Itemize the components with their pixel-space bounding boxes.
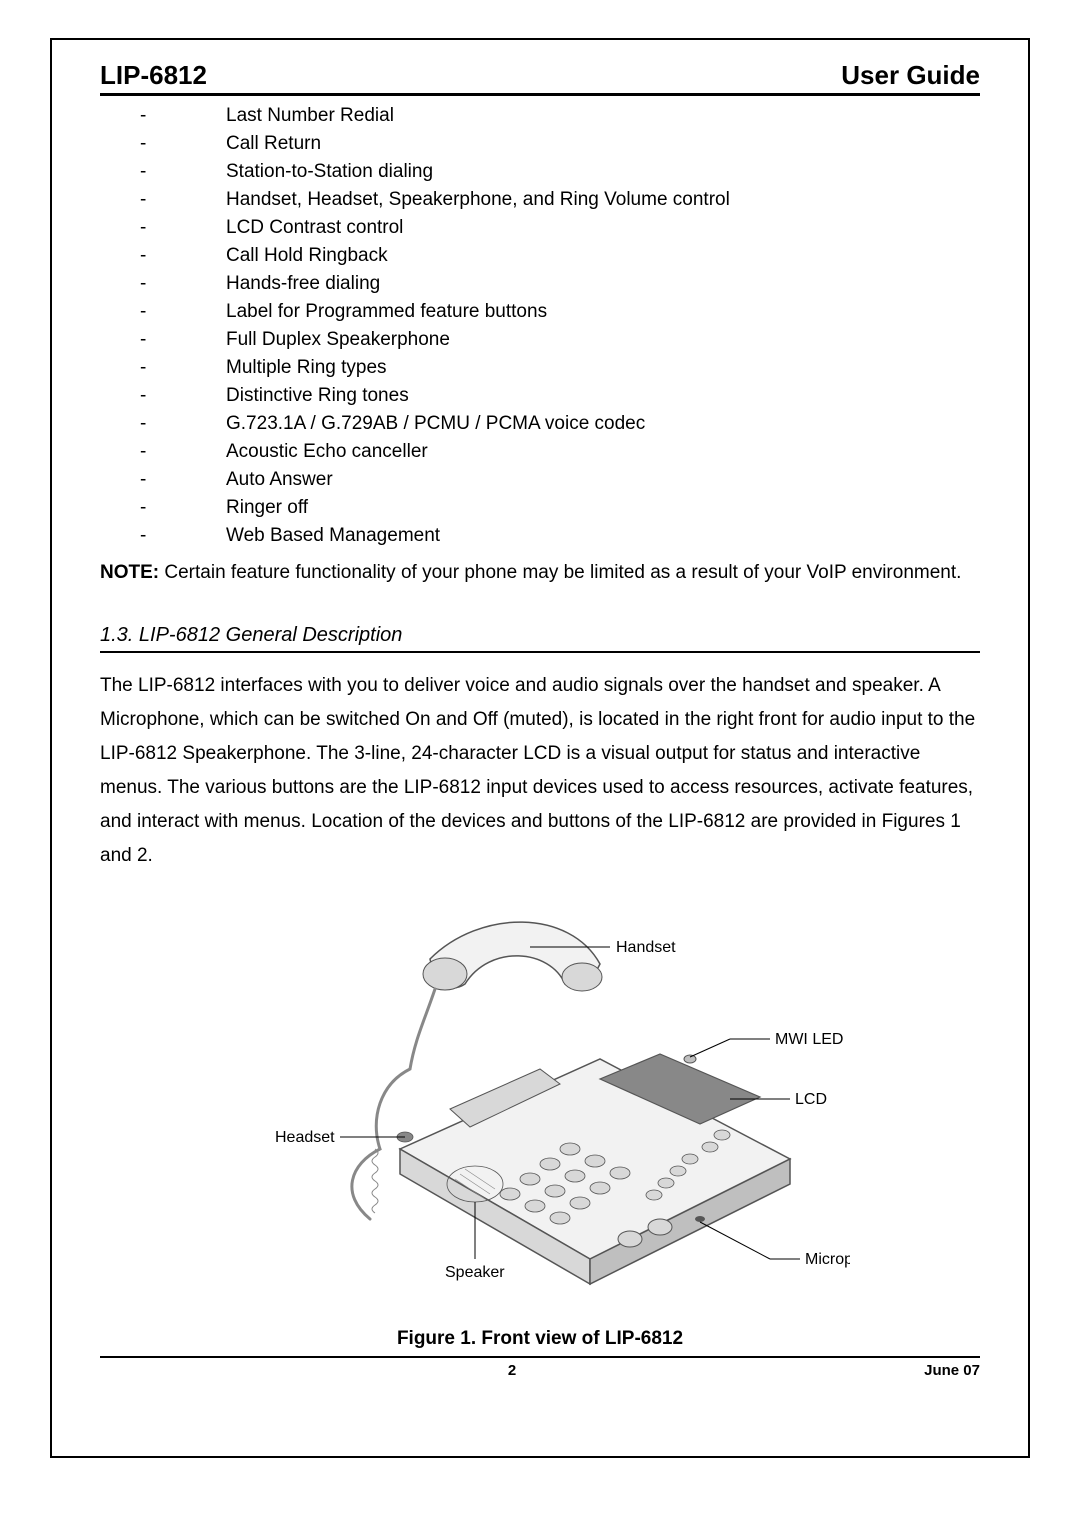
feature-text: Full Duplex Speakerphone: [226, 326, 450, 354]
feature-text: Auto Answer: [226, 466, 333, 494]
figure-wrap: Handset MWI LED LCD Headset Speaker Micr…: [100, 889, 980, 1314]
feature-text: Distinctive Ring tones: [226, 382, 409, 410]
feature-item: -LCD Contrast control: [140, 214, 980, 242]
feature-text: Handset, Headset, Speakerphone, and Ring…: [226, 186, 730, 214]
page-number: 2: [100, 1362, 924, 1379]
section-paragraph: The LIP-6812 interfaces with you to deli…: [100, 669, 980, 873]
feature-item: -Station-to-Station dialing: [140, 158, 980, 186]
callout-handset: Handset: [616, 939, 676, 956]
note-text: Certain feature functionality of your ph…: [159, 562, 961, 583]
callout-microphone: Microphone: [805, 1251, 850, 1268]
feature-item: -Ringer off: [140, 494, 980, 522]
feature-item: -Auto Answer: [140, 466, 980, 494]
feature-item: -Multiple Ring types: [140, 354, 980, 382]
header-bar: LIP-6812 User Guide: [100, 60, 980, 96]
feature-text: Hands-free dialing: [226, 270, 380, 298]
feature-item: -Call Return: [140, 130, 980, 158]
feature-item: -Hands-free dialing: [140, 270, 980, 298]
feature-list: -Last Number Redial -Call Return -Statio…: [140, 102, 980, 550]
footer-bar: 2 June 07: [100, 1362, 980, 1379]
feature-text: Call Return: [226, 130, 321, 158]
footer-date: June 07: [924, 1362, 980, 1379]
callout-lcd: LCD: [795, 1091, 827, 1108]
feature-text: Last Number Redial: [226, 102, 394, 130]
header-doc-type: User Guide: [841, 60, 980, 91]
section-heading: 1.3. LIP-6812 General Description: [100, 624, 980, 653]
page-frame: LIP-6812 User Guide -Last Number Redial …: [50, 38, 1030, 1458]
feature-item: -Full Duplex Speakerphone: [140, 326, 980, 354]
feature-item: -Distinctive Ring tones: [140, 382, 980, 410]
feature-text: Acoustic Echo canceller: [226, 438, 428, 466]
callout-speaker: Speaker: [445, 1264, 505, 1281]
feature-text: Label for Programmed feature buttons: [226, 298, 547, 326]
feature-text: Call Hold Ringback: [226, 242, 388, 270]
note-block: NOTE: Certain feature functionality of y…: [100, 556, 980, 590]
feature-text: Multiple Ring types: [226, 354, 387, 382]
figure-caption: Figure 1. Front view of LIP-6812: [100, 1328, 980, 1358]
feature-item: -Handset, Headset, Speakerphone, and Rin…: [140, 186, 980, 214]
header-product: LIP-6812: [100, 60, 207, 91]
feature-item: -Web Based Management: [140, 522, 980, 550]
feature-text: Station-to-Station dialing: [226, 158, 433, 186]
callout-headset: Headset: [275, 1129, 335, 1146]
feature-item: -Label for Programmed feature buttons: [140, 298, 980, 326]
feature-item: -Acoustic Echo canceller: [140, 438, 980, 466]
note-label: NOTE:: [100, 562, 159, 583]
feature-item: -Last Number Redial: [140, 102, 980, 130]
feature-text: LCD Contrast control: [226, 214, 403, 242]
feature-text: Ringer off: [226, 494, 308, 522]
callout-mwi-led: MWI LED: [775, 1031, 843, 1048]
feature-text: G.723.1A / G.729AB / PCMU / PCMA voice c…: [226, 410, 645, 438]
feature-text: Web Based Management: [226, 522, 440, 550]
feature-item: -G.723.1A / G.729AB / PCMU / PCMA voice …: [140, 410, 980, 438]
feature-item: -Call Hold Ringback: [140, 242, 980, 270]
phone-diagram: Handset MWI LED LCD Headset Speaker Micr…: [230, 889, 850, 1309]
